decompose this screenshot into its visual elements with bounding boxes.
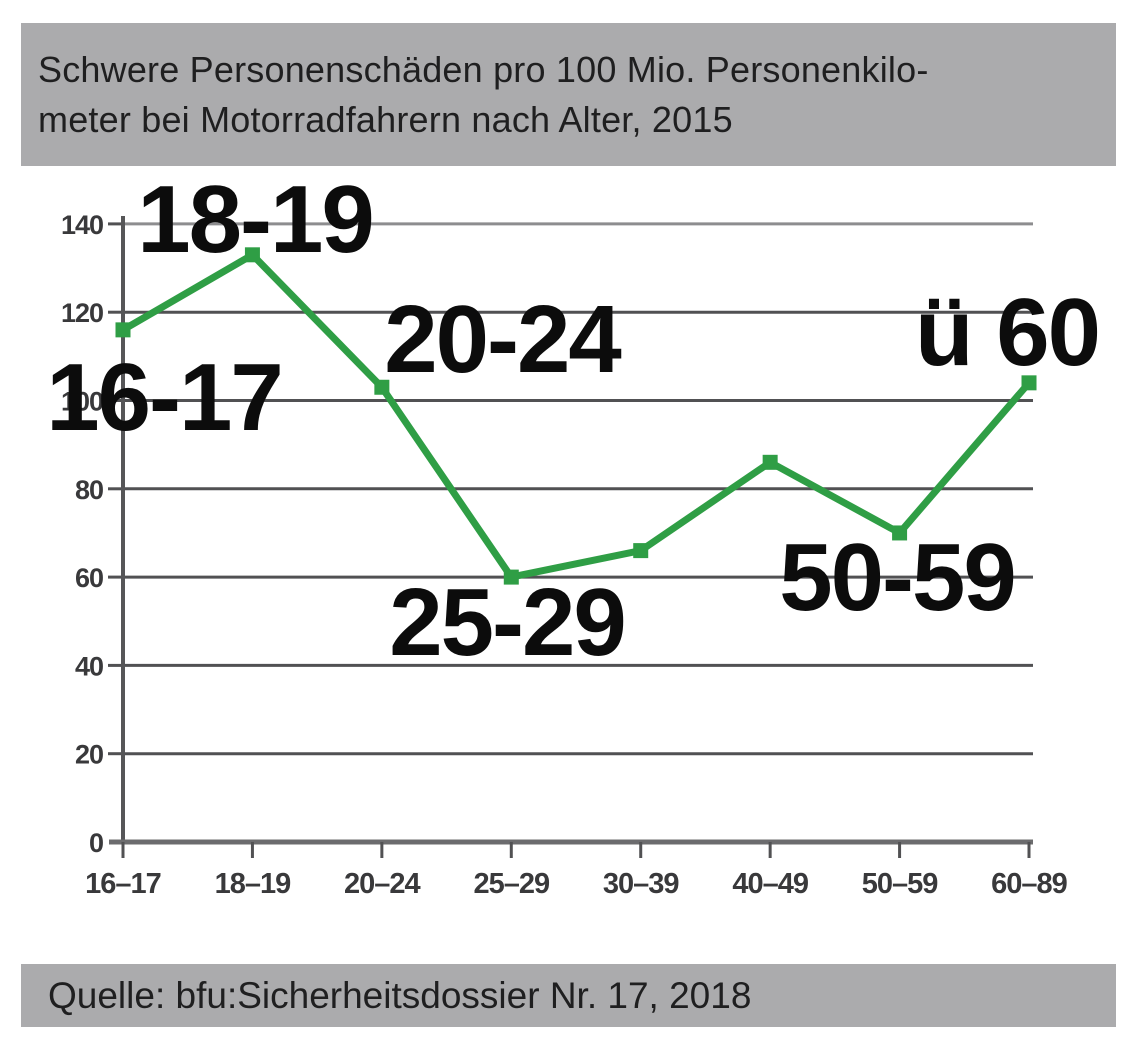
data-point-30–39	[633, 543, 649, 559]
x-tick-label-60–89: 60–89	[991, 868, 1068, 900]
x-tick-label-16–17: 16–17	[85, 868, 161, 900]
x-tick-label-40–49: 40–49	[732, 868, 809, 900]
data-point-16–17	[115, 322, 131, 338]
y-tick-label-40: 40	[75, 651, 103, 681]
y-tick-label-80: 80	[75, 475, 103, 505]
data-point-40–49	[762, 454, 778, 470]
annotation-50-59: 50-59	[779, 524, 1015, 631]
y-tick-label-120: 120	[61, 298, 103, 328]
data-point-20–24	[374, 379, 390, 395]
y-tick-label-0: 0	[89, 828, 103, 858]
data-point-50–59	[892, 525, 908, 541]
annotation-ü 60: ü 60	[915, 279, 1099, 386]
x-tick-label-50–59: 50–59	[862, 868, 939, 900]
source-text: Quelle: bfu:Sicherheitsdossier Nr. 17, 2…	[48, 974, 752, 1016]
y-tick-label-100: 100	[61, 387, 103, 417]
data-point-18–19	[244, 247, 260, 263]
chart-title-line1: Schwere Personenschäden pro 100 Mio. Per…	[38, 48, 929, 90]
annotation-25-29: 25-29	[389, 569, 625, 676]
chart-title: Schwere Personenschäden pro 100 Mio. Per…	[38, 45, 1116, 144]
x-tick-label-20–24: 20–24	[344, 868, 421, 900]
y-tick-label-140: 140	[61, 210, 103, 240]
annotation-18-19: 18-19	[137, 166, 373, 273]
y-tick-label-60: 60	[75, 563, 103, 593]
annotation-16-17: 16-17	[46, 344, 282, 451]
chart-title-line2: meter bei Motorradfahrern nach Alter, 20…	[38, 98, 733, 140]
annotation-20-24: 20-24	[384, 286, 621, 393]
title-bar: Schwere Personenschäden pro 100 Mio. Per…	[21, 23, 1116, 166]
x-tick-label-25–29: 25–29	[473, 868, 550, 900]
data-point-60–89	[1021, 375, 1037, 391]
x-tick-label-18–19: 18–19	[215, 868, 292, 900]
y-tick-label-20: 20	[75, 740, 103, 770]
x-tick-label-30–39: 30–39	[603, 868, 680, 900]
source-bar: Quelle: bfu:Sicherheitsdossier Nr. 17, 2…	[21, 964, 1116, 1027]
data-line	[119, 251, 1033, 581]
data-point-25–29	[503, 569, 519, 585]
